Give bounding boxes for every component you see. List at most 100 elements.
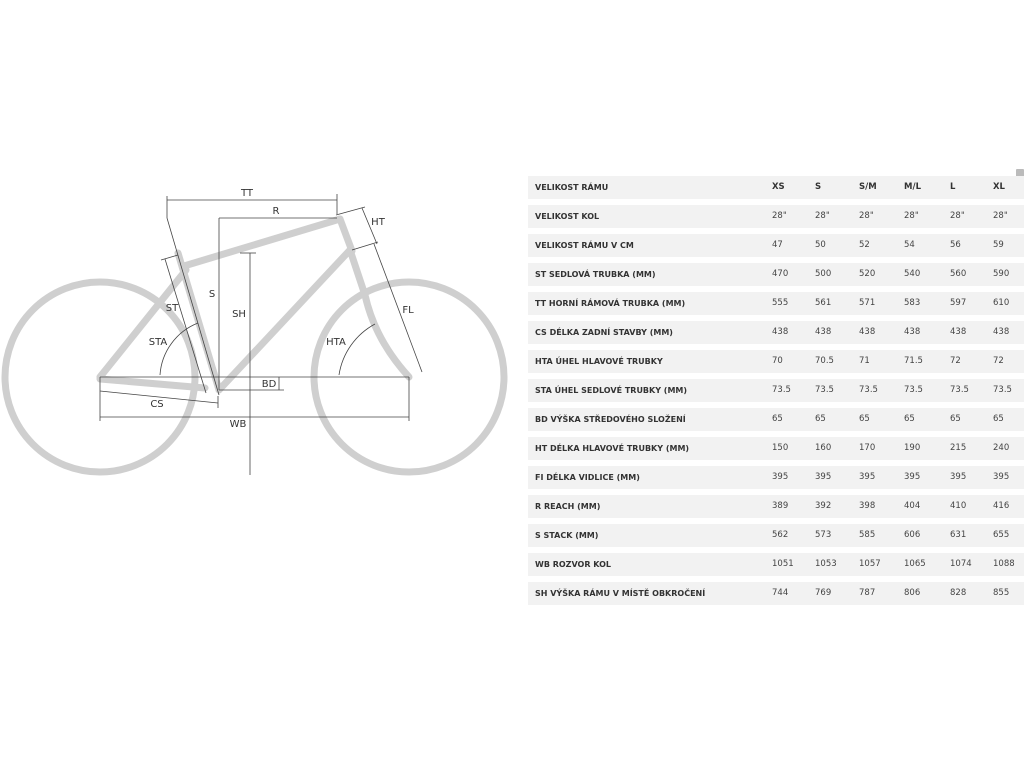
cell-value: 520: [859, 269, 876, 279]
cell-value: 560: [950, 269, 967, 279]
size-header: XS: [772, 182, 785, 192]
row-label: CS DÉLKA ZADNÍ STAVBY (MM): [535, 328, 673, 337]
cell-value: 170: [859, 443, 876, 453]
cell-value: 28": [815, 211, 830, 221]
seat-stay: [96, 266, 190, 381]
cell-value: 73.5: [772, 385, 791, 395]
table-row: TT HORNÍ RÁMOVÁ TRUBKA (MM) 555 561 571 583 5…: [528, 292, 1024, 315]
label-cs: CS: [150, 399, 163, 410]
table-row: STA ÚHEL SEDLOVÉ TRUBKY (MM) 73.5 73.5 73.5…: [528, 379, 1024, 402]
cell-value: 606: [904, 530, 921, 540]
head-tube: [336, 215, 356, 255]
cell-value: 655: [993, 530, 1010, 540]
cell-value: 610: [993, 298, 1010, 308]
cell-value: 438: [904, 327, 921, 337]
cell-value: 65: [815, 414, 826, 424]
label-ht: HT: [371, 217, 386, 228]
cell-value: 1088: [993, 559, 1015, 569]
cell-value: 72: [950, 356, 961, 366]
cell-value: 1065: [904, 559, 926, 569]
cell-value: 744: [772, 588, 789, 598]
cell-value: 561: [815, 298, 832, 308]
cell-value: 769: [815, 588, 832, 598]
label-r: R: [273, 206, 280, 217]
label-hta: HTA: [326, 337, 346, 348]
cell-value: 438: [772, 327, 789, 337]
cell-value: 54: [904, 240, 915, 250]
cell-value: 573: [815, 530, 832, 540]
cell-value: 438: [993, 327, 1010, 337]
top-tube: [180, 215, 344, 270]
cell-value: 392: [815, 501, 832, 511]
label-fl: FL: [402, 305, 414, 316]
table-header-row: VELIKOST RÁMU XS S S/M M/L L XL: [528, 176, 1024, 199]
table-row: R REACH (MM) 389 392 398 404 410 416: [528, 495, 1024, 518]
row-label: HTA ÚHEL HLAVOVÉ TRUBKY: [535, 357, 663, 366]
table-row: CS DÉLKA ZADNÍ STAVBY (MM) 438 438 438 438 43…: [528, 321, 1024, 344]
table-row: S STACK (MM) 562 573 585 606 631 655: [528, 524, 1024, 547]
cell-value: 240: [993, 443, 1010, 453]
cell-value: 787: [859, 588, 876, 598]
cell-value: 395: [859, 472, 876, 482]
table-row: HTA ÚHEL HLAVOVÉ TRUBKY 70 70.5 71 71.5 72 72: [528, 350, 1024, 373]
size-header: L: [950, 182, 956, 192]
cell-value: 70.5: [815, 356, 834, 366]
label-bd: BD: [262, 379, 277, 390]
cell-value: 395: [904, 472, 921, 482]
cell-value: 71: [859, 356, 870, 366]
cell-value: 631: [950, 530, 967, 540]
cell-value: 72: [993, 356, 1004, 366]
row-label: S STACK (MM): [535, 531, 599, 540]
label-st: ST: [166, 303, 179, 314]
cell-value: 50: [815, 240, 826, 250]
cell-value: 806: [904, 588, 921, 598]
cell-value: 398: [859, 501, 876, 511]
cell-value: 73.5: [950, 385, 969, 395]
cell-value: 47: [772, 240, 783, 250]
row-label: STA ÚHEL SEDLOVÉ TRUBKY (MM): [535, 386, 688, 395]
cell-value: 585: [859, 530, 876, 540]
row-label: HT DÉLKA HLAVOVÉ TRUBKY (MM): [535, 444, 690, 453]
down-tube: [215, 246, 354, 394]
row-label: FI DÉLKA VIDLICE (MM): [535, 473, 640, 482]
cell-value: 1051: [772, 559, 794, 569]
cell-value: 1074: [950, 559, 972, 569]
cell-value: 438: [859, 327, 876, 337]
cell-value: 571: [859, 298, 876, 308]
cell-value: 65: [993, 414, 1004, 424]
table-row: VELIKOST KOL 28" 28" 28" 28" 28" 28": [528, 205, 1024, 228]
row-label: ST SEDLOVÁ TRUBKA (MM): [535, 270, 656, 279]
cell-value: 28": [950, 211, 965, 221]
cell-value: 73.5: [815, 385, 834, 395]
row-label: VELIKOST KOL: [535, 212, 600, 221]
row-label: R REACH (MM): [535, 502, 601, 511]
row-label: SH VÝŠKA RÁMU V MÍSTĚ OBKROČENÍ: [535, 589, 706, 598]
cell-value: 28": [772, 211, 787, 221]
size-header: M/L: [904, 182, 921, 192]
cell-value: 438: [950, 327, 967, 337]
cell-value: 416: [993, 501, 1010, 511]
row-label: TT HORNÍ RÁMOVÁ TRUBKA (MM): [535, 299, 686, 308]
cell-value: 395: [993, 472, 1010, 482]
cell-value: 410: [950, 501, 967, 511]
cell-value: 150: [772, 443, 789, 453]
fork: [346, 246, 413, 381]
cell-value: 855: [993, 588, 1010, 598]
header-label: VELIKOST RÁMU: [535, 183, 609, 192]
cell-value: 56: [950, 240, 961, 250]
cell-value: 73.5: [993, 385, 1012, 395]
cell-value: 1053: [815, 559, 837, 569]
bike-geometry-diagram: TT R HT ST S SH FL STA HTA BD CS WB: [1, 188, 508, 476]
cell-value: 28": [859, 211, 874, 221]
cell-value: 215: [950, 443, 967, 453]
cell-value: 73.5: [904, 385, 923, 395]
row-label: WB ROZVOR KOL: [535, 560, 612, 569]
chain-stay: [96, 375, 209, 392]
cell-value: 52: [859, 240, 870, 250]
table-row: VELIKOST RÁMU V CM 47 50 52 54 56 59: [528, 234, 1024, 257]
label-tt: TT: [240, 188, 254, 199]
size-header: XL: [993, 182, 1005, 192]
table-row: WB ROZVOR KOL 1051 1053 1057 1065 1074 1088: [528, 553, 1024, 576]
table-row: FI DÉLKA VIDLICE (MM) 395 395 395 395 395 395: [528, 466, 1024, 489]
cell-value: 828: [950, 588, 967, 598]
